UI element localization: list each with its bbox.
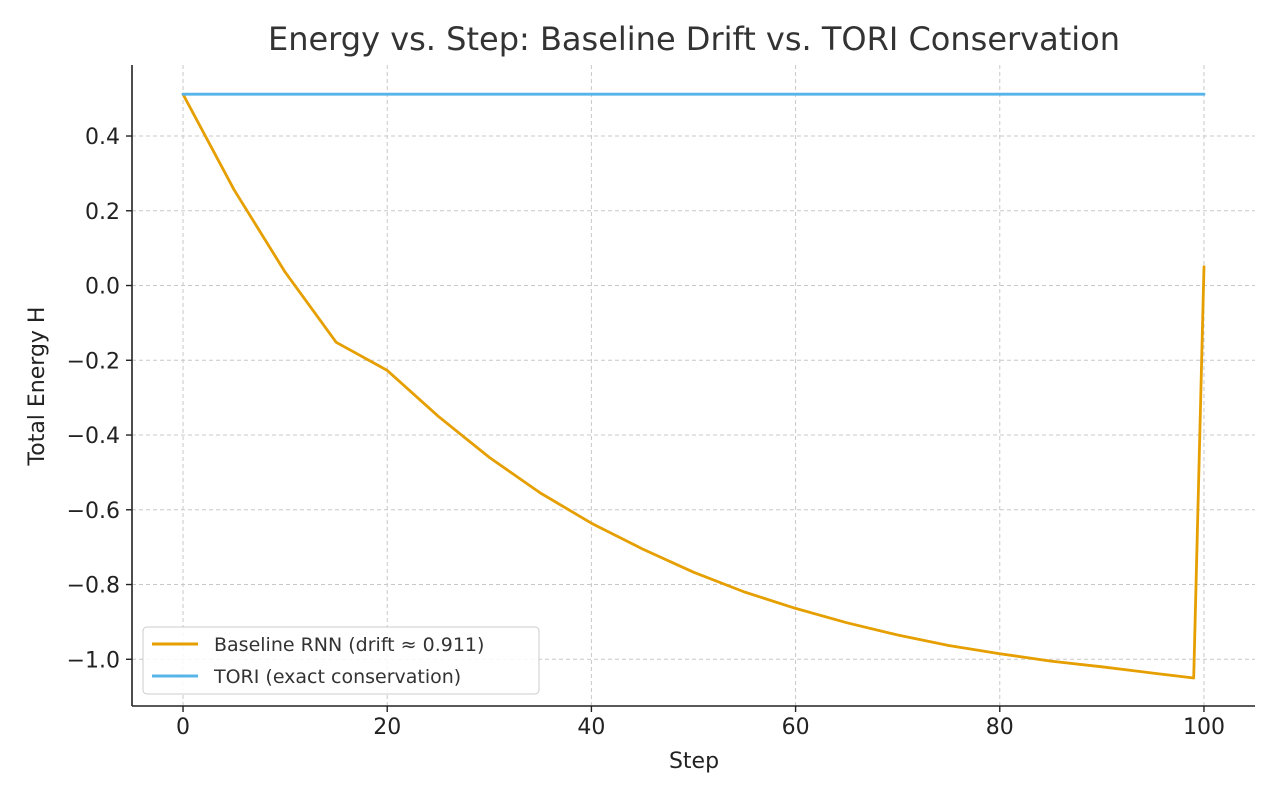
y-tick-label-2: 0.0	[85, 275, 120, 300]
x-tick-label-2: 40	[577, 715, 605, 740]
series-lines	[181, 92, 1206, 680]
x-tick-label-3: 60	[782, 715, 810, 740]
x-tick-label-5: 100	[1183, 715, 1225, 740]
y-tick-label-1: 0.2	[85, 200, 120, 225]
y-axis-label: Total Energy H	[25, 307, 50, 467]
x-tick-label-4: 80	[986, 715, 1014, 740]
y-tick-label-7: −1.0	[67, 648, 120, 673]
y-tick-label-4: −0.4	[67, 424, 120, 449]
legend-box	[142, 626, 540, 695]
legend: Baseline RNN (drift ≈ 0.911) TORI (exact…	[142, 626, 540, 695]
x-axis-label: Step	[669, 749, 719, 774]
chart-title: Energy vs. Step: Baseline Drift vs. TORI…	[268, 20, 1120, 58]
legend-label-baseline: Baseline RNN (drift ≈ 0.911)	[214, 634, 484, 656]
grid-lines	[132, 65, 1255, 706]
axes	[126, 65, 1255, 712]
tick-labels: 0 20 40 60 80 100 0.4 0.2 0.0 −0.2 −0.4 −0.6 −0.8 −1.…	[67, 125, 1225, 740]
legend-label-tori: TORI (exact conservation)	[213, 666, 461, 688]
x-tick-label-1: 20	[373, 715, 401, 740]
y-tick-label-6: −0.8	[67, 574, 120, 599]
y-tick-label-3: −0.2	[67, 349, 120, 374]
x-tick-label-0: 0	[176, 715, 190, 740]
y-tick-label-5: −0.6	[67, 499, 120, 524]
y-tick-label-0: 0.4	[85, 125, 120, 150]
series-line-0	[181, 92, 1206, 680]
